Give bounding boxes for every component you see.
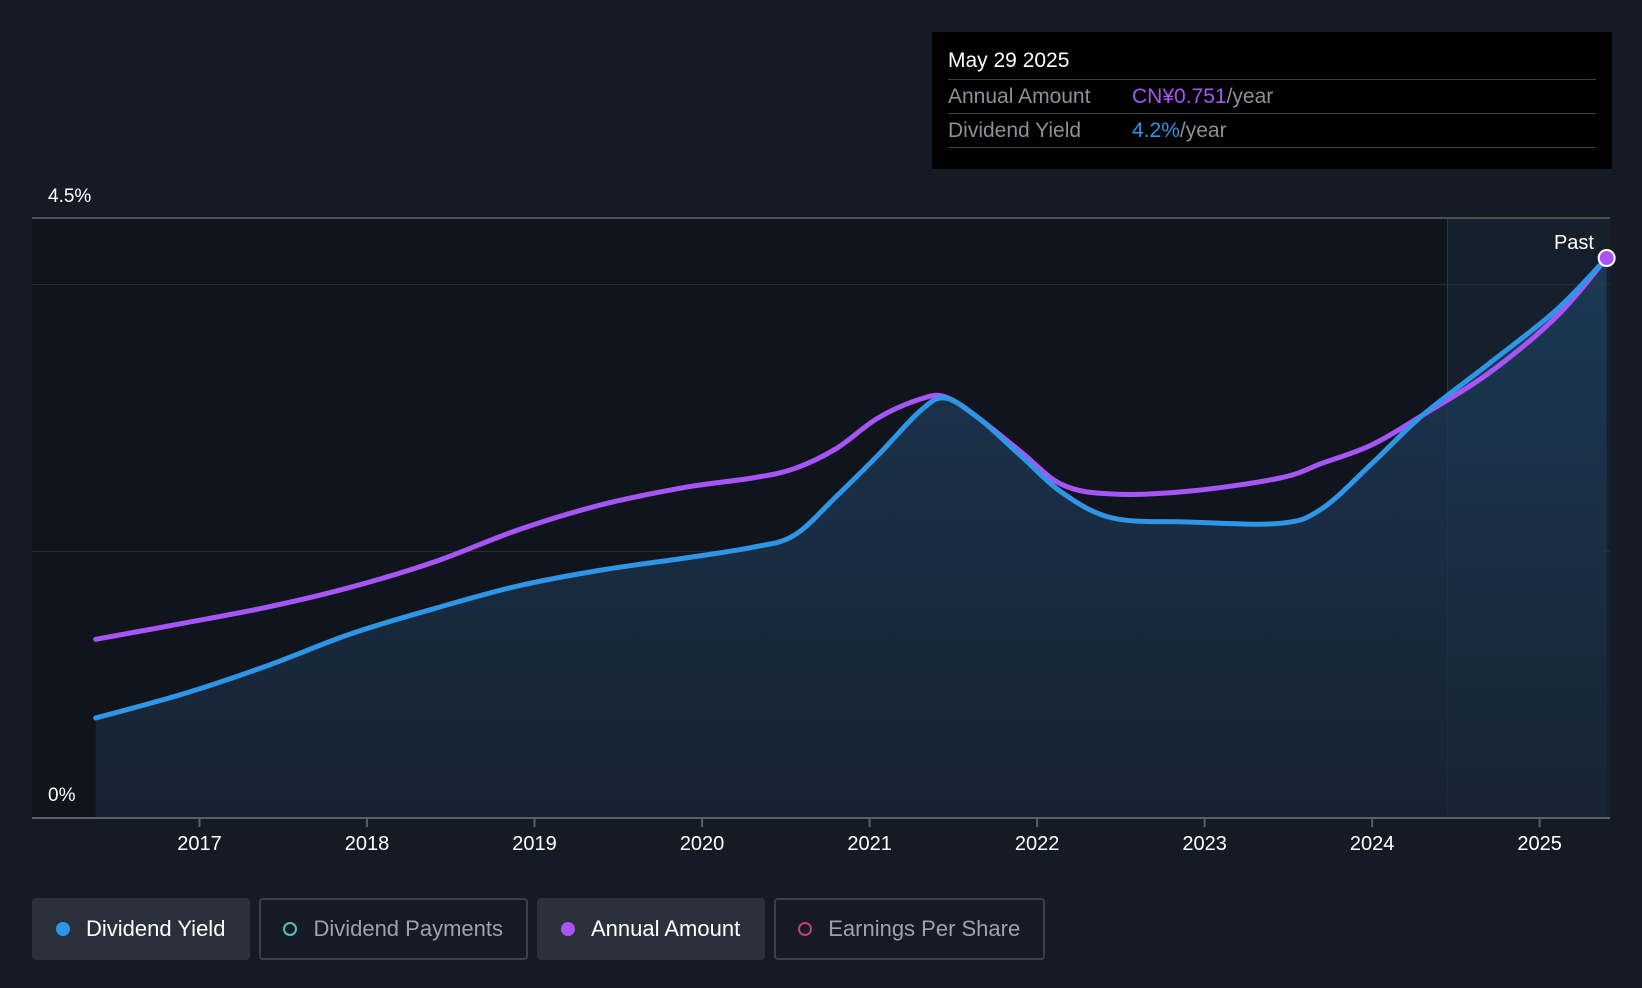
- tooltip-value: 4.2%: [1132, 119, 1180, 142]
- dividend-yield-line: [93, 255, 1610, 721]
- tooltip: May 29 2025 Annual Amount CN¥0.751 /year…: [932, 32, 1612, 169]
- tooltip-row-annual-amount: Annual Amount CN¥0.751 /year: [948, 79, 1596, 113]
- annual-amount-line: [93, 255, 1610, 642]
- x-tick-label: 2022: [1015, 833, 1060, 855]
- tooltip-unit: /year: [1226, 85, 1274, 108]
- tooltip-date: May 29 2025: [948, 49, 1070, 72]
- legend-label: Dividend Yield: [86, 916, 226, 941]
- x-tick-label: 2021: [847, 833, 892, 855]
- y-axis-bottom-label: 0%: [48, 785, 76, 806]
- legend-dot-icon: [56, 922, 70, 936]
- x-tick-label: 2020: [680, 833, 725, 855]
- x-tick-label: 2025: [1517, 833, 1562, 855]
- tooltip-label: Annual Amount: [948, 85, 1091, 108]
- x-ticks: 2017 2018 2019 2020 2021 2022 2023 2024 2025: [177, 818, 1562, 855]
- legend-label: Earnings Per Share: [828, 916, 1021, 941]
- legend-item-dividend-payments[interactable]: Dividend Payments: [259, 898, 528, 960]
- tooltip-label: Dividend Yield: [948, 119, 1082, 142]
- legend-label: Annual Amount: [590, 916, 741, 941]
- legend-label: Dividend Payments: [313, 916, 503, 941]
- tooltip-unit: /year: [1179, 119, 1227, 142]
- end-point-marker[interactable]: [1597, 249, 1616, 267]
- legend-item-dividend-yield[interactable]: Dividend Yield: [32, 898, 251, 960]
- legend-item-earnings-per-share[interactable]: Earnings Per Share: [774, 898, 1046, 960]
- dividend-yield-area: [95, 258, 1607, 818]
- legend-item-annual-amount[interactable]: Annual Amount: [536, 898, 766, 960]
- legend: Dividend Yield Dividend Payments Annual …: [32, 898, 1046, 960]
- x-tick-label: 2019: [512, 833, 557, 855]
- tooltip-row-dividend-yield: Dividend Yield 4.2% /year: [948, 113, 1596, 148]
- y-axis-top-label: 4.5%: [48, 186, 91, 207]
- x-tick-label: 2023: [1182, 833, 1227, 855]
- x-tick-label: 2018: [345, 833, 390, 855]
- tooltip-value: CN¥0.751: [1132, 85, 1227, 108]
- x-tick-label: 2017: [177, 833, 222, 855]
- legend-dot-icon: [283, 922, 298, 936]
- legend-dot-icon: [798, 922, 813, 936]
- legend-dot-icon: [560, 922, 575, 936]
- past-label: Past: [1554, 232, 1594, 254]
- x-tick-label: 2024: [1350, 833, 1395, 855]
